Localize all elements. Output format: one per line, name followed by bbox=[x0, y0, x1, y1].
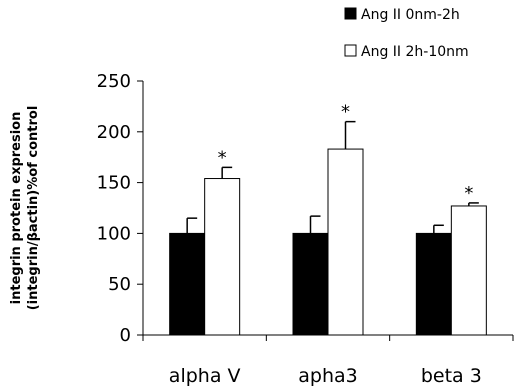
category-labels: alpha V apha3 beta 3 bbox=[169, 365, 482, 387]
significance-star: * bbox=[341, 102, 350, 123]
y-tick-label: 150 bbox=[97, 173, 131, 194]
y-axis-title-line-1: integrin protein expresion bbox=[9, 112, 24, 305]
y-tick-label: 0 bbox=[120, 325, 131, 346]
category-label: beta 3 bbox=[421, 365, 482, 387]
y-axis-title: integrin protein expresion (integrin/βac… bbox=[9, 106, 41, 311]
category-label: apha3 bbox=[298, 365, 357, 387]
y-axis-ticks: 0 50 100 150 200 250 bbox=[97, 71, 143, 346]
y-tick-label: 250 bbox=[97, 71, 131, 92]
y-tick-label: 50 bbox=[108, 274, 131, 295]
significance-star: * bbox=[464, 183, 473, 204]
y-axis-title-line-2: (integrin/βactin)%of control bbox=[26, 106, 41, 311]
bar-ang-ii-0-2h-1 bbox=[292, 232, 329, 336]
legend: Ang II 0nm-2h Ang II 2h-10nm bbox=[344, 7, 469, 60]
legend-label: Ang II 0nm-2h bbox=[361, 7, 460, 23]
legend-swatch bbox=[344, 44, 357, 57]
y-tick-label: 100 bbox=[97, 223, 131, 244]
category-label: alpha V bbox=[169, 365, 241, 387]
legend-swatch bbox=[344, 7, 357, 20]
y-tick-label: 200 bbox=[97, 122, 131, 143]
bars bbox=[169, 148, 487, 336]
significance-markers: * * * bbox=[218, 102, 474, 204]
bar-ang-ii-2h-10-1 bbox=[327, 148, 364, 336]
bar-ang-ii-2h-10-2 bbox=[450, 205, 487, 336]
bar-ang-ii-2h-10-0 bbox=[204, 178, 241, 336]
legend-label: Ang II 2h-10nm bbox=[361, 44, 469, 60]
error-bars bbox=[186, 120, 479, 234]
bar-ang-ii-0-2h-0 bbox=[169, 232, 206, 336]
bar-ang-ii-0-2h-2 bbox=[415, 232, 452, 336]
significance-star: * bbox=[218, 147, 227, 168]
